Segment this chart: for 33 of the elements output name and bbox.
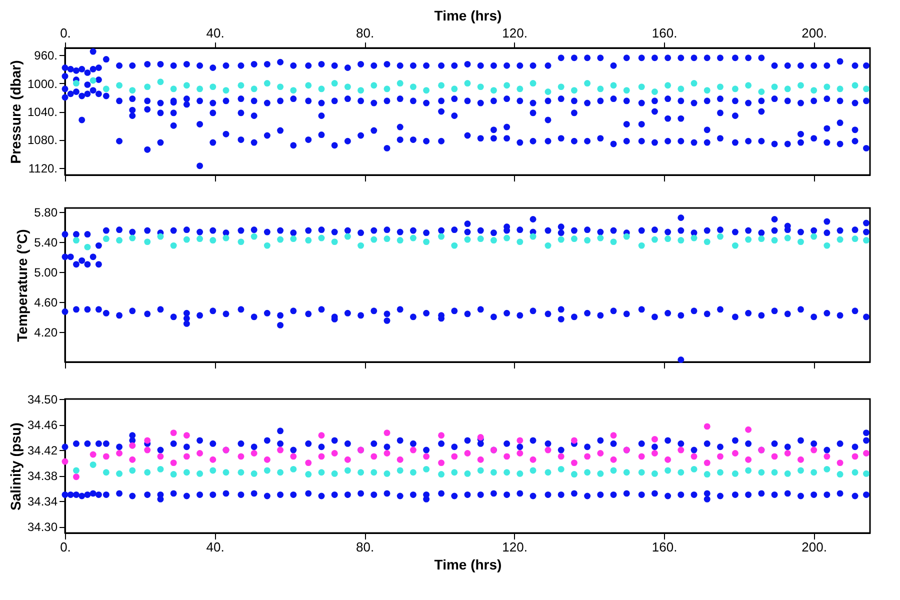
y-tick-label: 34.46 [27,418,58,432]
x-tick-label: 200. [802,540,827,554]
x-tick-label: 120. [502,540,528,554]
x-tick-label: 0. [60,540,71,554]
y-axis-title: Pressure (dbar) [7,60,24,164]
y-tick-label: 1000. [27,76,58,91]
x-tick-label: 80. [356,540,374,554]
y-axis-title: Temperature (°C) [14,229,30,342]
x-axis-title: Time (hrs) [434,556,502,572]
y-tick-label: 5.40 [34,235,58,250]
x-tick-label: 40. [206,540,224,554]
x-tick-label: 160. [652,540,678,554]
x2-tick-label: 80. [356,26,374,40]
y-tick-label: 34.34 [27,494,58,509]
y-tick-label: 34.30 [27,520,58,534]
y-tick-label: 960. [34,48,58,63]
y-tick-label: 5.80 [34,205,58,220]
x2-tick-label: 0. [60,26,71,40]
x2-tick-label: 200. [802,26,827,40]
x2-axis-title: Time (hrs) [434,8,502,24]
y-tick-label: 5.00 [34,265,58,280]
y-axis-title: Salinity (psu) [7,422,24,510]
y-tick-label: 34.38 [27,469,58,484]
y-tick-label: 1040. [27,105,58,119]
y-tick-label: 4.60 [34,295,58,310]
x2-tick-label: 120. [502,26,528,40]
y-tick-label: 1080. [27,133,58,148]
y-tick-label: 34.50 [27,392,58,406]
y-tick-label: 4.20 [34,325,58,340]
x2-tick-label: 160. [652,26,678,40]
y-tick-label: 34.42 [27,444,58,458]
y-tick-label: 1120. [28,161,58,176]
x2-tick-label: 40. [206,26,224,40]
